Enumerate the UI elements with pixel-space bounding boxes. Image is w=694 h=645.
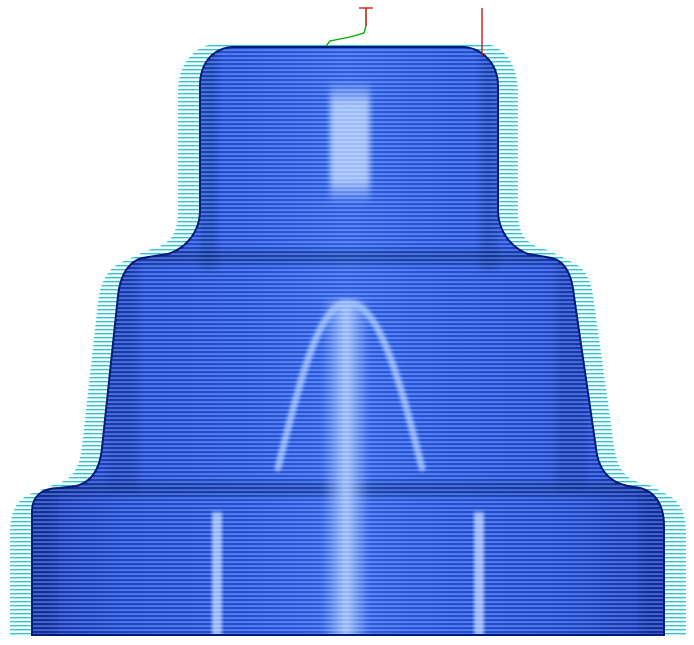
lead-in-path — [325, 8, 367, 47]
tool-marker-icon — [359, 7, 373, 26]
